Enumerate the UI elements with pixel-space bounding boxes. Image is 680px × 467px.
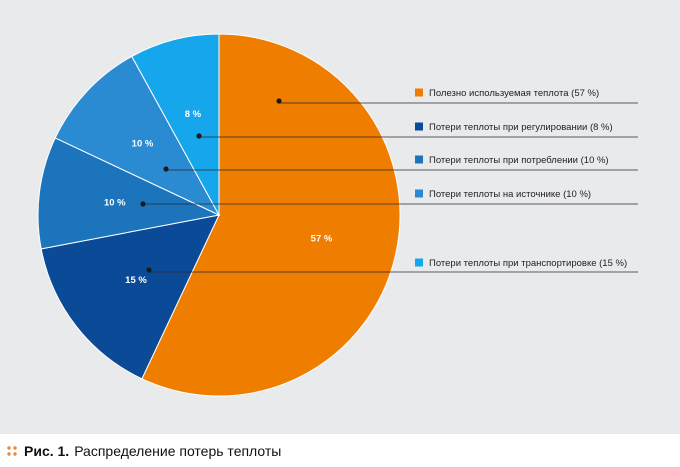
caption-dots-icon [7, 446, 17, 456]
legend-leaders [140, 98, 638, 273]
pie-slice-2 [37, 137, 221, 250]
figure-caption: Рис. 1. Распределение потерь теплоты [6, 441, 281, 461]
pie-data-label-0: 57 % [311, 233, 333, 244]
leader-dot-0 [276, 98, 282, 104]
legend-swatch-3 [415, 189, 423, 198]
pie-data-label-2: 10 % [104, 197, 126, 208]
pie-data-label-3: 10 % [132, 139, 154, 150]
caption-text: Распределение потерь теплоты [74, 443, 282, 459]
legend-swatch-0 [415, 88, 423, 97]
pie-chart: 57 % 15 % 10 % 10 % 8 % Полезно используемая … [37, 33, 638, 397]
leader-dot-1 [196, 133, 202, 139]
leader-dot-3 [140, 201, 146, 207]
pie-slices [37, 33, 401, 397]
legend-label-4: Потери теплоты при транспортировке (15 %… [429, 258, 627, 269]
leader-dot-4 [146, 267, 152, 273]
legend-label-1: Потери теплоты при регулировании (8 %) [429, 122, 613, 133]
pie-slice-3 [54, 55, 221, 217]
pie-data-label-4: 8 % [185, 109, 202, 120]
pie-data-labels: 57 % 15 % 10 % 10 % 8 % [104, 109, 333, 286]
legend-swatch-1 [415, 122, 423, 131]
pie-data-label-1: 15 % [125, 275, 147, 286]
figure-panel: 57 % 15 % 10 % 10 % 8 % Полезно используемая … [0, 0, 680, 434]
legend: Полезно используемая теплота (57 %) Потер… [415, 88, 627, 269]
legend-label-2: Потери теплоты при потреблении (10 %) [429, 155, 609, 166]
pie-slice-1 [40, 214, 220, 380]
pie-slice-0 [141, 33, 401, 397]
legend-swatch-2 [415, 155, 423, 164]
legend-swatch-4 [415, 258, 423, 267]
legend-label-0: Полезно используемая теплота (57 %) [429, 88, 599, 99]
caption-prefix: Рис. 1. [24, 443, 70, 459]
leader-dot-2 [163, 166, 169, 172]
legend-label-3: Потери теплоты на источнике (10 %) [429, 189, 591, 200]
